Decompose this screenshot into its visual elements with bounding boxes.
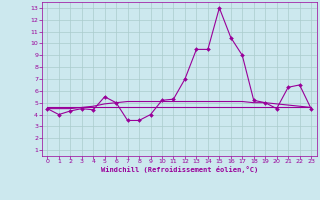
X-axis label: Windchill (Refroidissement éolien,°C): Windchill (Refroidissement éolien,°C) bbox=[100, 166, 258, 173]
